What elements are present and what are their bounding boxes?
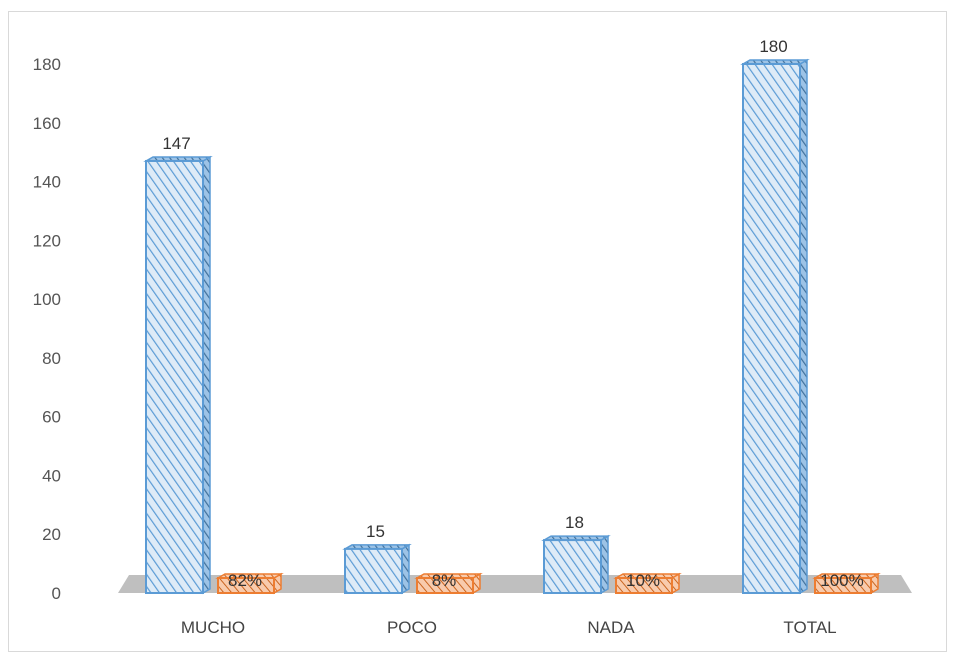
- y-tick-label: 80: [42, 349, 61, 368]
- y-tick-label: 100: [33, 290, 61, 309]
- y-axis-ticks: 0 20 40 60 80 100 120 140 160 180: [33, 55, 61, 603]
- chart-border: [8, 11, 947, 652]
- percent-data-label: 8%: [432, 571, 457, 590]
- count-bar: [143, 155, 213, 595]
- y-tick-label: 0: [52, 584, 61, 603]
- x-category-label: MUCHO: [181, 618, 245, 637]
- count-data-label: 18: [565, 513, 584, 532]
- percent-bar: [215, 572, 284, 595]
- y-tick-label: 180: [33, 55, 61, 74]
- count-data-label: 147: [162, 134, 190, 153]
- chart-floor: [118, 575, 912, 593]
- percent-data-label: 82%: [228, 571, 262, 590]
- y-tick-label: 60: [42, 408, 61, 427]
- count-data-label: 180: [759, 37, 787, 56]
- y-tick-label: 40: [42, 466, 61, 485]
- percent-data-label: 10%: [626, 571, 660, 590]
- data-labels: 147 82% 15 8% 18 10% 180 100%: [162, 37, 863, 590]
- x-category-label: POCO: [387, 618, 437, 637]
- percent-data-label: 100%: [820, 571, 863, 590]
- count-bar: [740, 58, 810, 595]
- y-tick-label: 20: [42, 525, 61, 544]
- x-category-label: NADA: [587, 618, 635, 637]
- x-axis-categories: MUCHO POCO NADA TOTAL: [181, 618, 837, 637]
- count-bar: [541, 534, 611, 595]
- percent-bar: [414, 572, 483, 595]
- y-tick-label: 140: [33, 173, 61, 192]
- bars: [143, 58, 881, 595]
- y-tick-label: 120: [33, 231, 61, 250]
- count-bar: [342, 543, 412, 595]
- percent-bar: [812, 572, 881, 595]
- count-data-label: 15: [366, 522, 385, 541]
- percent-bar: [613, 572, 682, 595]
- y-tick-label: 160: [33, 114, 61, 133]
- x-category-label: TOTAL: [783, 618, 836, 637]
